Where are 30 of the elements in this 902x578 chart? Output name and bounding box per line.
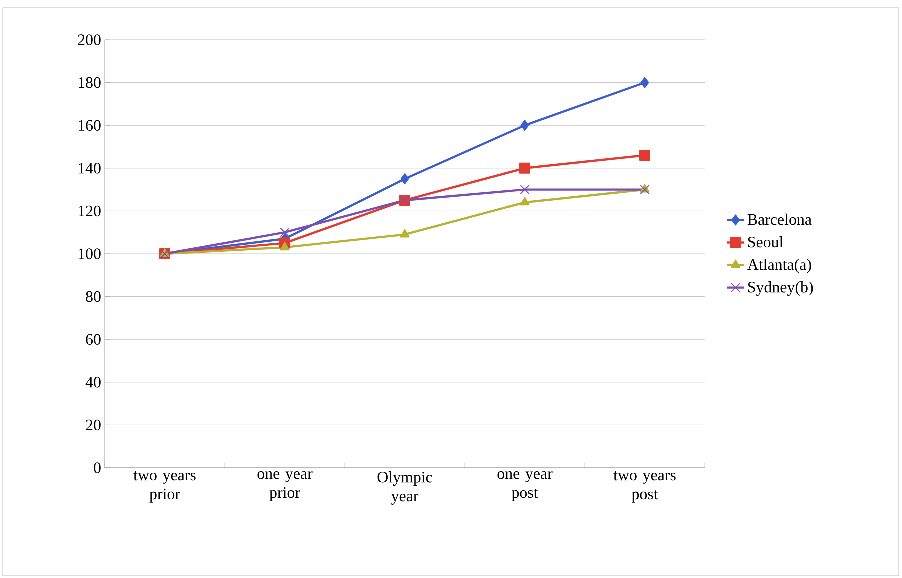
y-tick-label: 60 <box>86 334 101 345</box>
x-tick-label: one year prior <box>258 472 313 502</box>
y-tick-label: 80 <box>86 291 101 302</box>
legend-label: Atlanta(a) <box>748 258 812 274</box>
y-tick-label: 20 <box>86 420 101 431</box>
legend-label: Barcelona <box>748 214 812 226</box>
legend-label: Sydney(b) <box>748 282 814 296</box>
y-tick-label: 180 <box>78 77 101 88</box>
y-tick-label: 140 <box>78 163 101 174</box>
legend-label: Seoul <box>748 236 784 248</box>
point <box>520 162 531 174</box>
point <box>520 185 530 195</box>
x-tick-label: Olympic year <box>378 472 432 505</box>
point <box>640 77 650 88</box>
y-tick-label: 200 <box>78 34 101 46</box>
point <box>520 120 530 132</box>
y-tick-label: 0 <box>94 462 101 474</box>
point <box>280 228 290 238</box>
point <box>400 229 410 238</box>
x-tick-label: one year post <box>498 472 553 502</box>
point <box>400 174 410 185</box>
x-tick-label: two years post <box>614 472 676 503</box>
y-tick-label: 100 <box>78 248 101 260</box>
point <box>640 150 651 162</box>
y-tick-label: 160 <box>78 120 101 131</box>
x-tick-label: two years prior <box>134 472 196 503</box>
y-tick-label: 40 <box>86 377 101 388</box>
point <box>520 197 530 206</box>
y-tick-label: 120 <box>78 206 101 217</box>
point <box>280 242 290 251</box>
